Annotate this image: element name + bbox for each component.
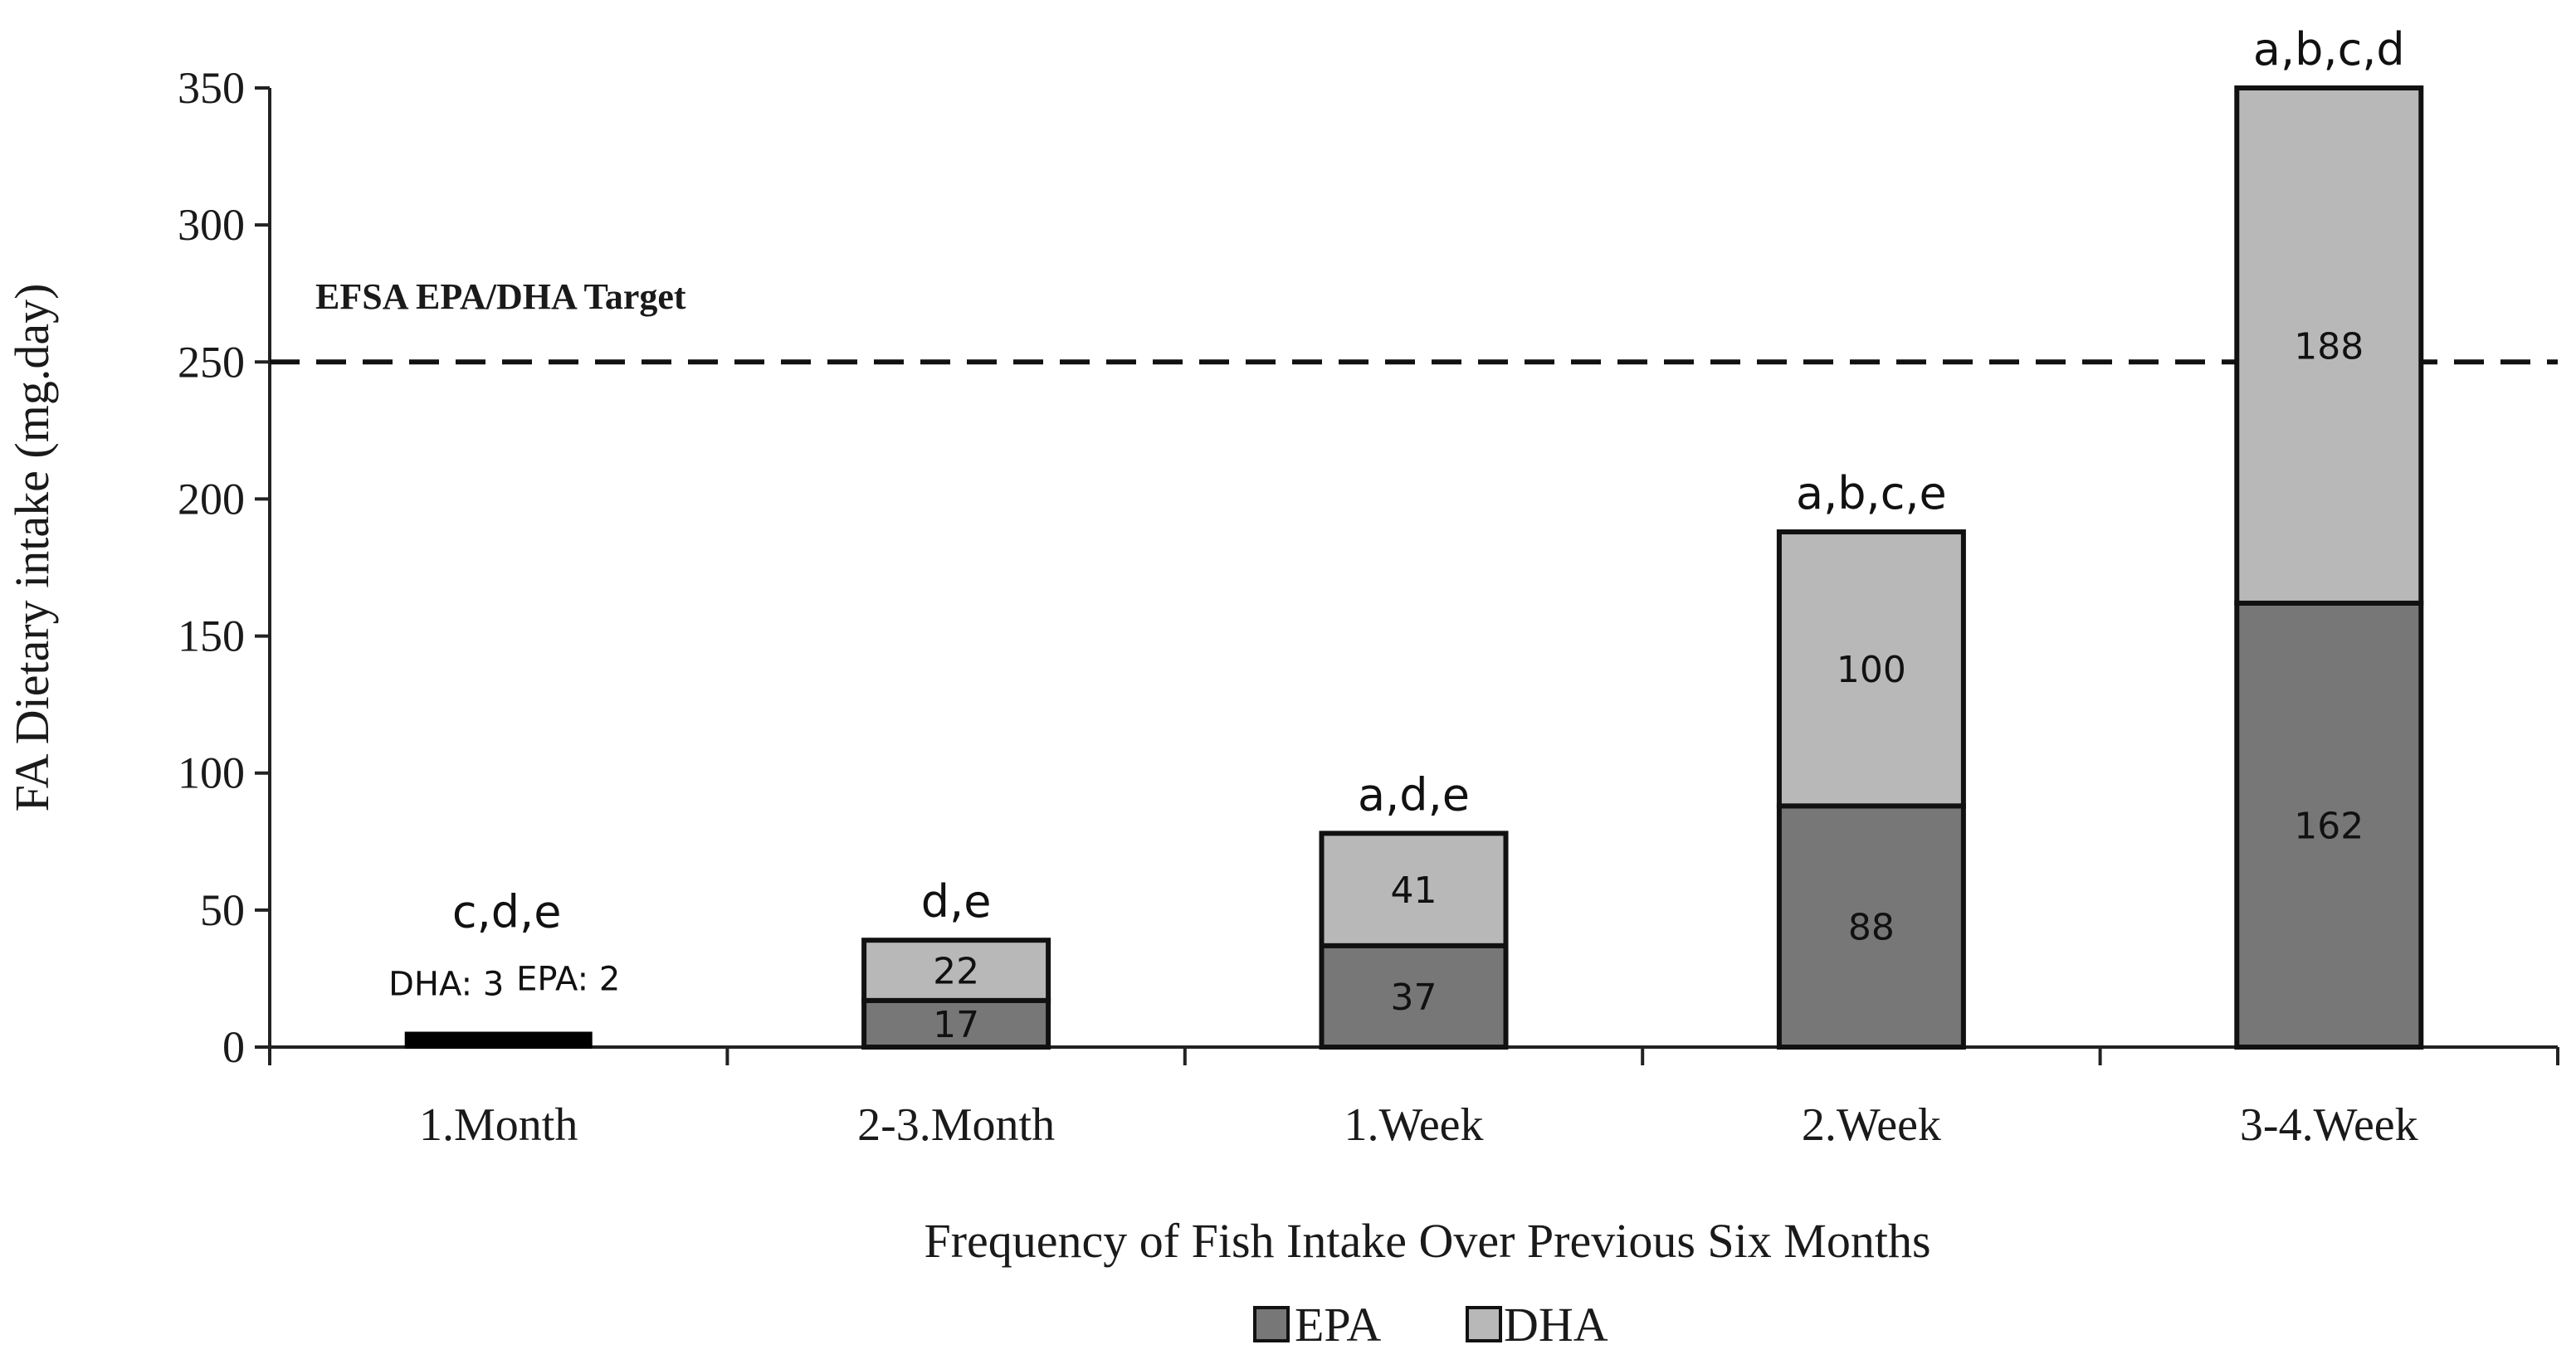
bar-1-month-total [404,1031,593,1050]
legend-label-dha: DHA [1504,1298,1608,1352]
x-tick-label-2-week: 2.Week [1802,1099,1941,1151]
y-tick-label-200: 200 [178,474,245,524]
sig-label-1-week: a,d,e [1358,768,1470,821]
value-label-1-week-epa: 37 [1391,977,1437,1019]
value-label-2-3-month-dha: 22 [933,951,979,993]
bar-2-3-month-dha [861,938,1051,1003]
value-label-2-week-dha: 100 [1837,649,1906,691]
y-tick-label-250: 250 [178,337,245,387]
y-tick-label-0: 0 [222,1022,245,1072]
bar-2-week-epa [1776,803,1966,1050]
y-axis-title: FA Dietary intake (mg.day) [5,284,59,812]
value-label-2-3-month-epa: 17 [933,1004,979,1046]
y-tick-label-50: 50 [200,885,245,935]
sig-label-1-month: c,d,e [452,885,562,938]
reference-line-label: EFSA EPA/DHA Target [315,276,686,317]
legend-swatch-dha [1466,1306,1502,1342]
bar-3-4-week-dha [2234,85,2424,606]
bar-note-dha: DHA: 3 [388,965,504,1003]
legend-swatch-epa [1253,1306,1290,1342]
sig-label-2-week: a,b,c,e [1796,467,1947,519]
y-tick-label-150: 150 [178,611,245,661]
value-label-3-4-week-epa: 162 [2294,805,2364,847]
bar-2-week-dha [1776,529,1966,809]
bar-1-week-dha [1319,831,1509,948]
value-label-3-4-week-dha: 188 [2294,325,2364,368]
x-tick-label-2-3-month: 2-3.Month [857,1099,1055,1151]
bar-note-epa: EPA: 2 [516,960,620,998]
sig-label-3-4-week: a,b,c,d [2253,23,2405,76]
x-tick-label-1-month: 1.Month [419,1099,578,1151]
y-tick-label-300: 300 [178,200,245,250]
sig-label-2-3-month: d,e [921,875,992,928]
x-tick-label-1-week: 1.Week [1344,1099,1483,1151]
x-axis-title: Frequency of Fish Intake Over Previous S… [924,1214,1930,1268]
legend: EPA DHA [1253,1298,1608,1352]
x-tick-label-3-4-week: 3-4.Week [2240,1099,2418,1151]
y-tick-label-100: 100 [178,748,245,798]
value-label-1-week-dha: 41 [1391,870,1437,912]
legend-label-epa: EPA [1295,1298,1381,1352]
bar-2-3-month-epa [861,997,1051,1050]
plot-area: 0 50 100 150 200 250 300 350 DHA: 3 EPA: 2 c,d,e 1.… [178,23,2559,1151]
value-label-2-week-epa: 88 [1848,907,1895,949]
y-tick-label-350: 350 [178,63,245,113]
